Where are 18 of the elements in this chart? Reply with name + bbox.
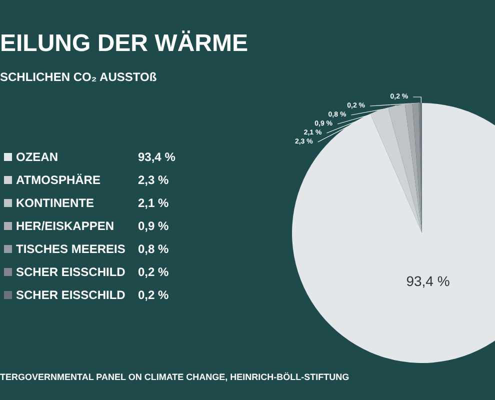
text: 0,9 % xyxy=(138,219,169,233)
data-label: 93,4 % xyxy=(406,273,450,289)
text: 0,8 % xyxy=(138,242,169,256)
text: TERGOVERNMENTAL PANEL ON CLIMATE CHANGE, HEINRICH-BÖLL-STIFTUNG xyxy=(0,372,350,382)
text: 2,1 % xyxy=(138,196,169,210)
legend-label: OZEAN xyxy=(16,150,58,164)
chart-subtitle: SCHLICHEN CO₂ AUSSTOß xyxy=(0,70,157,84)
text: 93,4 % xyxy=(138,150,176,164)
legend-label: SCHER EISSCHILD xyxy=(16,288,126,302)
legend-label: KONTINENTE xyxy=(16,196,94,210)
text: 2,3 % xyxy=(138,173,169,187)
chart-title: EILUNG DER WÄRME xyxy=(0,30,248,58)
legend-label: HER/EISKAPPEN xyxy=(16,219,114,233)
legend-label: ATMOSPHÄRE xyxy=(16,173,100,187)
text: 0,2 % xyxy=(138,288,169,302)
legend-label: TISCHES MEEREIS xyxy=(16,242,126,256)
text: 0,2 % xyxy=(138,265,169,279)
legend-label: SCHER EISSCHILD xyxy=(16,265,126,279)
